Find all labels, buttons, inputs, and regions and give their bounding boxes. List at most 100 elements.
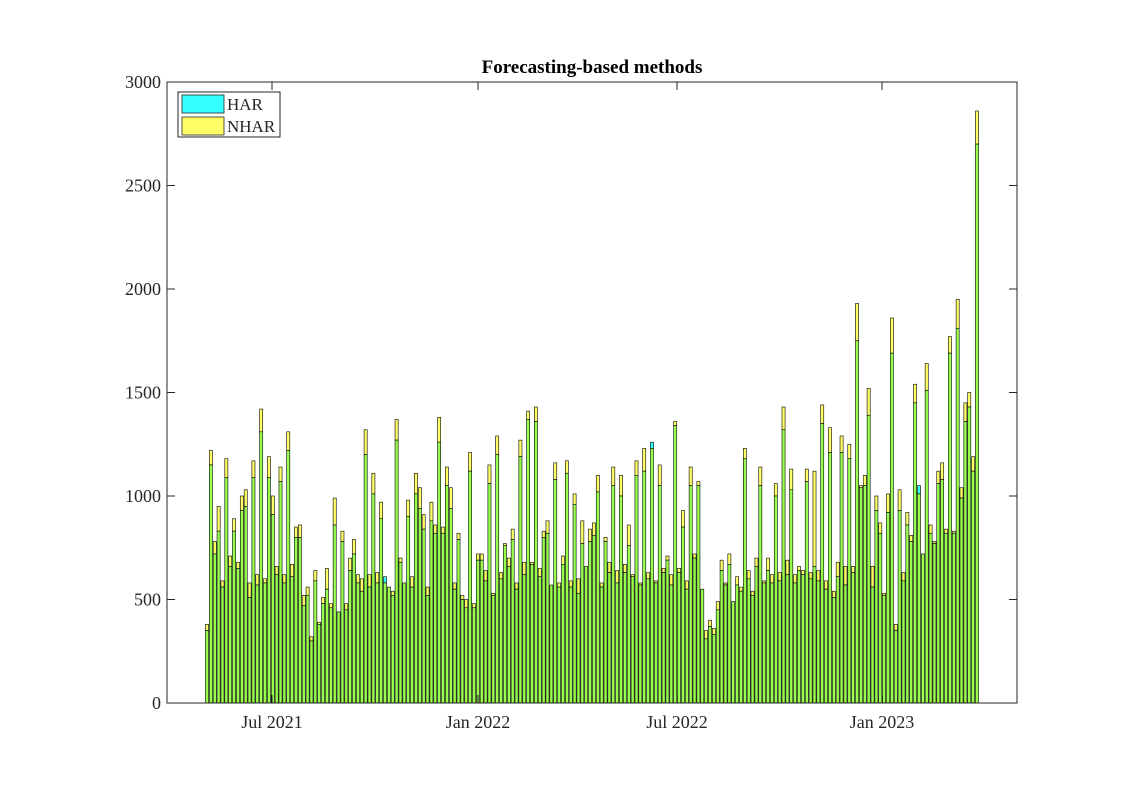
bar-nhar-165 [843,566,848,586]
bar-overlap-91 [557,586,561,704]
bar-nhar-196 [963,402,968,422]
bar-overlap-49 [394,439,399,704]
bar-nhar-148 [777,572,782,582]
bar-nhar-13 [255,574,260,586]
bar-overlap-65 [456,539,461,704]
bar-nhar-170 [862,474,867,486]
bar-nhar-146 [770,574,774,584]
bar-nhar-32 [328,603,333,609]
bar-overlap-84 [530,564,534,704]
bar-overlap-34 [336,611,341,704]
bar-overlap-22 [290,576,294,704]
bar-nhar-20 [282,574,287,584]
bar-overlap-16 [267,477,271,704]
bar-nhar-152 [793,574,797,584]
x-tick-label: Jul 2022 [646,712,708,732]
bar-overlap-135 [727,564,732,704]
y-tick-label: 1000 [125,486,161,506]
bar-nhar-171 [866,388,871,416]
bar-overlap-28 [313,580,318,704]
bar-overlap-12 [251,477,256,704]
y-tick-label: 500 [134,590,161,610]
bar-nhar-69 [472,603,476,609]
bar-overlap-150 [785,574,790,704]
bar-overlap-123 [681,526,685,704]
bar-overlap-143 [758,485,763,704]
bar-nhar-157 [812,470,817,567]
bar-nhar-53 [410,576,414,588]
bar-overlap-181 [905,524,910,704]
x-tick-label: Jan 2023 [850,712,915,732]
bar-overlap-193 [951,532,956,704]
bars-layer [205,110,979,704]
bar-nhar-126 [692,553,697,559]
bar-nhar-79 [510,528,515,540]
bar-nhar-151 [789,468,794,491]
bar-overlap-115 [650,448,654,704]
bar-nhar-95 [572,493,577,505]
bar-overlap-163 [835,576,840,704]
bar-nhar-120 [669,574,674,586]
bar-overlap-186 [924,390,929,704]
bar-nhar-26 [305,586,310,596]
bar-nhar-24 [298,524,302,538]
bar-nhar-164 [839,435,844,453]
bar-overlap-96 [576,592,581,704]
y-tick-label: 0 [152,693,161,713]
bar-nhar-10 [243,489,248,507]
bar-nhar-116 [653,580,658,584]
bar-nhar-15 [263,578,267,584]
bar-nhar-54 [414,472,418,495]
bar-nhar-82 [522,561,527,575]
bar-overlap-102 [599,586,604,704]
bar-nhar-129 [704,630,708,640]
bar-overlap-59 [433,532,438,704]
bar-overlap-8 [236,568,240,704]
bar-overlap-139 [742,458,747,704]
bar-overlap-0 [205,630,209,704]
bar-overlap-63 [448,508,453,704]
bar-overlap-171 [866,414,871,704]
bar-nhar-8 [236,561,240,569]
bar-overlap-190 [940,479,945,704]
bar-nhar-56 [421,514,426,530]
bar-overlap-121 [673,425,678,704]
bar-nhar-105 [611,466,616,486]
bar-nhar-122 [677,568,681,573]
bar-overlap-62 [445,485,449,704]
bar-overlap-19 [278,481,283,704]
bar-nhar-191 [944,528,948,534]
bar-nhar-108 [623,564,627,573]
bar-nhar-78 [506,557,511,567]
bar-nhar-5 [224,458,229,478]
bar-nhar-43 [371,472,376,495]
bar-nhar-117 [657,464,662,486]
y-tick-label: 2000 [125,279,161,299]
bar-nhar-178 [893,624,898,631]
bar-nhar-127 [696,481,701,486]
bar-nhar-27 [309,636,314,642]
bar-nhar-57 [425,586,430,596]
bar-nhar-100 [592,522,596,536]
bar-nhar-167 [851,566,856,573]
bar-nhar-175 [882,592,886,596]
bar-overlap-146 [770,582,774,704]
bar-nhar-149 [781,406,786,431]
bar-overlap-50 [398,561,403,704]
bar-overlap-51 [402,582,407,704]
bar-overlap-43 [371,493,376,704]
bar-overlap-11 [247,597,252,704]
bar-overlap-32 [328,607,333,704]
bar-nhar-176 [886,493,890,513]
bar-nhar-68 [468,452,472,472]
bar-nhar-9 [239,495,244,511]
bar-nhar-77 [503,543,507,546]
bar-nhar-107 [619,474,623,497]
bar-overlap-130 [708,626,712,704]
bar-overlap-144 [762,582,767,704]
bar-overlap-20 [282,582,287,704]
bar-overlap-80 [514,588,519,704]
bar-nhar-96 [576,578,581,594]
bar-overlap-173 [874,510,879,704]
bar-overlap-108 [623,572,627,704]
